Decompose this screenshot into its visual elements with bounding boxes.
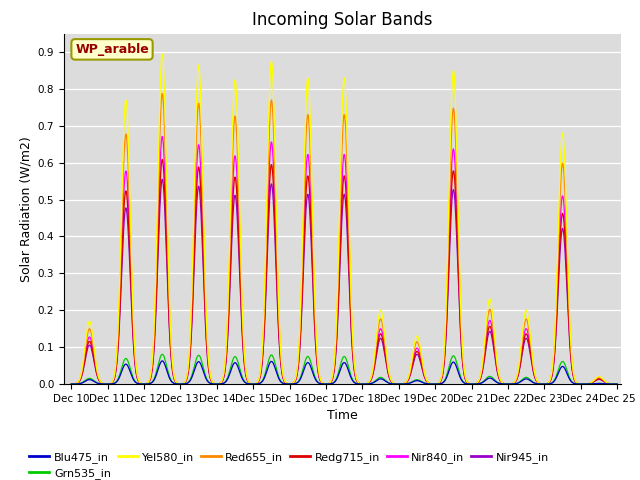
Text: WP_arable: WP_arable	[75, 43, 149, 56]
X-axis label: Time: Time	[327, 409, 358, 422]
Title: Incoming Solar Bands: Incoming Solar Bands	[252, 11, 433, 29]
Y-axis label: Solar Radiation (W/m2): Solar Radiation (W/m2)	[19, 136, 32, 282]
Legend: Blu475_in, Grn535_in, Yel580_in, Red655_in, Redg715_in, Nir840_in, Nir945_in: Blu475_in, Grn535_in, Yel580_in, Red655_…	[25, 447, 553, 480]
